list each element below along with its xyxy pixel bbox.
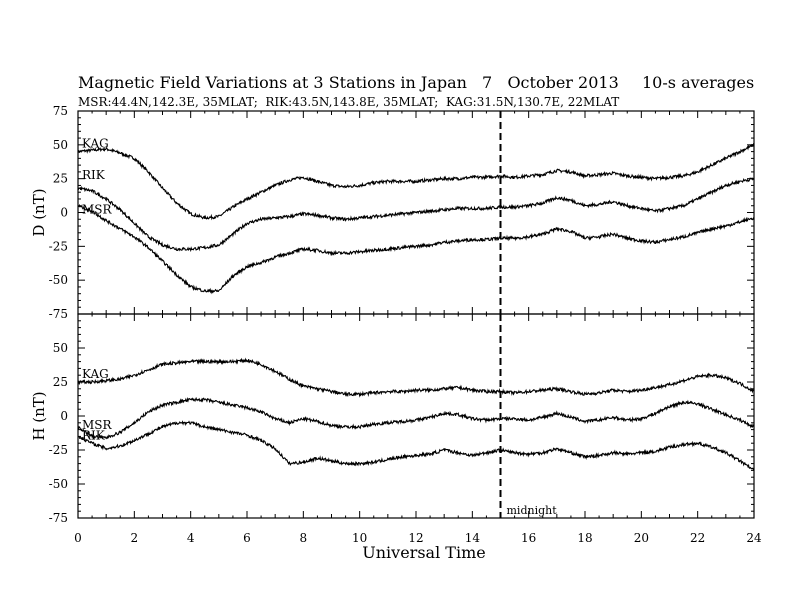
series-line-kag: [77, 143, 755, 221]
series-label-rik: RIK: [82, 428, 106, 442]
x-axis-label: Universal Time: [362, 543, 485, 562]
y-tick-label: 50: [53, 138, 68, 152]
x-tick-label: 18: [577, 531, 592, 545]
y-tick-label: -75: [49, 307, 68, 321]
series-line-rik: [77, 177, 755, 253]
station-coordinates: MSR:44.4N,142.3E, 35MLAT; RIK:43.5N,143.…: [78, 95, 619, 109]
y-tick-label: -25: [49, 239, 68, 253]
y-axis-label: H (nT): [30, 391, 48, 440]
series-label-msr: MSR: [82, 418, 113, 432]
x-tick-label: 22: [690, 531, 705, 545]
y-tick-label: 25: [53, 375, 68, 389]
series-label-msr: MSR: [82, 203, 113, 217]
x-tick-label: 2: [131, 531, 139, 545]
y-tick-label: 50: [53, 341, 68, 355]
series-label-rik: RIK: [82, 168, 106, 182]
x-tick-label: 8: [300, 531, 308, 545]
y-tick-label: -50: [49, 477, 68, 491]
x-tick-label: 12: [408, 531, 423, 545]
x-tick-label: 6: [243, 531, 251, 545]
y-tick-label: 0: [60, 409, 68, 423]
chart-title: Magnetic Field Variations at 3 Stations …: [78, 73, 467, 92]
y-tick-label: -75: [49, 511, 68, 525]
series-line-rik: [77, 420, 755, 471]
x-tick-label: 24: [746, 531, 762, 545]
x-tick-label: 16: [521, 531, 536, 545]
panel-d: -75 -50 -25 0 25 50 75 D (nT) KAG RIK MSR: [30, 104, 755, 321]
series-label-kag: KAG: [82, 367, 109, 381]
x-tick-label: 20: [634, 531, 649, 545]
series-label-kag: KAG: [82, 137, 109, 151]
series-line-msr: [77, 396, 755, 440]
y-axis-label: D (nT): [30, 188, 48, 236]
midnight-label: midnight: [507, 504, 558, 517]
y-tick-label: 25: [53, 172, 68, 186]
x-tick-label: 0: [74, 531, 82, 545]
y-tick-label: 75: [53, 104, 68, 118]
chart-date: 7 October 2013: [482, 73, 619, 92]
y-tick-label: 0: [60, 206, 68, 220]
y-tick-label: -50: [49, 273, 68, 287]
x-tick-label: 14: [465, 531, 481, 545]
chart-averaging: 10-s averages: [642, 73, 754, 92]
x-tick-label: 4: [187, 531, 195, 545]
series-line-msr: [77, 203, 755, 295]
series-line-kag: [77, 357, 755, 398]
x-tick-label: 10: [352, 531, 367, 545]
y-tick-label: -25: [49, 443, 68, 457]
